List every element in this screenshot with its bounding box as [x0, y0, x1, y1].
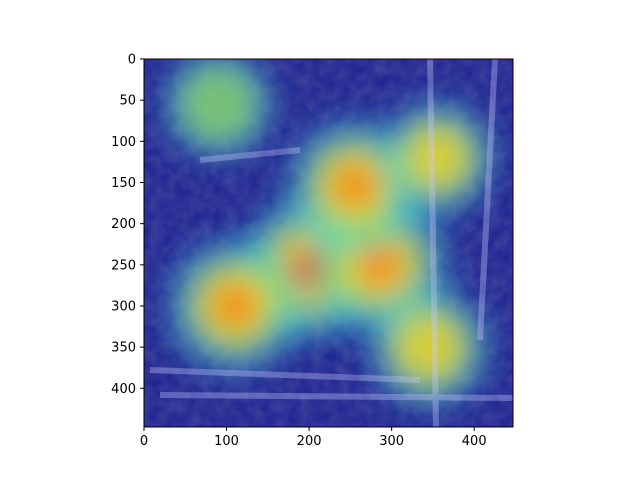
y-tick-label: 300	[111, 299, 136, 314]
heatmap-image	[144, 59, 513, 427]
heat-hotspot-5-ring-1	[178, 64, 259, 145]
x-tick-label: 0	[140, 434, 148, 449]
heat-hotspot-3-ring-3	[212, 283, 258, 329]
heat-hotspot-1-ring-3	[356, 241, 403, 288]
y-tick-label: 150	[111, 176, 136, 191]
x-tick-label: 100	[214, 434, 239, 449]
y-tick-label: 350	[111, 341, 136, 356]
y-tick-label: 0	[128, 53, 136, 68]
x-tick-label: 300	[379, 434, 404, 449]
y-tick-label: 50	[119, 94, 136, 109]
y-tick-label: 400	[111, 382, 136, 397]
y-tick-label: 250	[111, 258, 136, 273]
heat-hotspot-6-ring-2	[407, 127, 468, 188]
heat-layers	[164, 59, 495, 407]
plot-frame	[143, 58, 514, 428]
y-axis: 0 50 100 150 200 250 300 350 400	[111, 53, 144, 397]
y-tick-label: 200	[111, 217, 136, 232]
x-tick-label: 400	[462, 434, 487, 449]
x-axis: 0 100 200 300 400	[140, 427, 487, 449]
heat-hotspot-4-ring-2	[397, 315, 461, 379]
x-tick-label: 200	[297, 434, 322, 449]
y-tick-label: 100	[111, 135, 136, 150]
scene-strokes	[149, 59, 513, 427]
heat-hotspot-2-ring-3	[331, 164, 378, 210]
